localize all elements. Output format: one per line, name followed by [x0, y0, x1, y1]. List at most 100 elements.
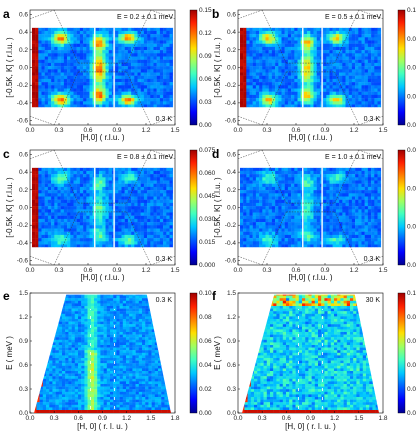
y-tick-label: 0.0	[19, 65, 28, 72]
panel-c: 0.0 0.3 0.6 0.9 1.2 1.5 0.6 0.4 0.2 0.0 -0.2 -0.4 -0…	[3, 147, 216, 282]
x-tick-label: 1.2	[141, 267, 150, 274]
x-tick-label: 0.6	[291, 127, 300, 134]
y-tick-label: 0.2	[227, 187, 236, 194]
x-tick-label: 1.2	[141, 127, 150, 134]
y-tick-label: 1.5	[227, 290, 236, 297]
colorbar-tick-label: 0.000	[199, 262, 216, 269]
x-axis-label: [H,0] ( r.l.u. )	[288, 133, 332, 142]
x-tick-label: 1.5	[378, 127, 387, 134]
x-tick-label: 0.6	[282, 415, 291, 422]
panel-label: a	[3, 7, 10, 21]
y-tick-label: 1.2	[227, 314, 236, 321]
temperature-label: 0.3 K	[156, 116, 173, 123]
x-tick-label: 0.0	[25, 267, 34, 274]
x-tick-label: 1.5	[378, 267, 387, 274]
colorbar-tick-label: 0.06	[407, 147, 416, 154]
x-tick-label: 0.3	[54, 127, 63, 134]
x-tick-label: 1.5	[354, 415, 363, 422]
temperature-label: 0.3 K	[364, 116, 381, 123]
x-tick-label: 0.0	[25, 127, 34, 134]
panel-b: 0.0 0.3 0.6 0.9 1.2 1.5 0.6 0.4 0.2 0.0 -0.2 -0.4 -0…	[212, 7, 416, 142]
x-tick-label: 0.9	[320, 267, 329, 274]
colorbar-tick-label: 0.12	[199, 30, 212, 37]
x-tick-label: 0.9	[98, 415, 107, 422]
x-tick-label: 0.3	[258, 415, 267, 422]
y-axis-label: E ( meV )	[5, 336, 14, 370]
y-tick-label: -0.4	[225, 240, 237, 247]
y-tick-label: 0.4	[227, 169, 236, 176]
panel-label: b	[212, 7, 219, 21]
colorbar-tick-label: 0.15	[199, 7, 212, 14]
colorbar-tick-label: 0.08	[199, 314, 212, 321]
y-tick-label: 0.9	[19, 338, 28, 345]
heatmap-cells	[31, 167, 174, 248]
y-tick-label: -0.2	[17, 222, 29, 229]
energy-annotation: E = 0.2 ± 0.1 meV	[117, 14, 174, 21]
y-tick-label: -0.6	[225, 118, 237, 125]
colorbar-tick-label: 0.00	[407, 262, 416, 269]
x-tick-label: 0.9	[112, 267, 121, 274]
x-axis-label: [H,0] ( r.l.u. )	[80, 133, 124, 142]
y-tick-label: 0.3	[227, 386, 236, 393]
colorbar-tick-label: 0.00	[199, 410, 212, 417]
x-tick-label: 0.0	[233, 415, 242, 422]
colorbar-tick-label: 0.03	[407, 93, 416, 100]
colorbar-tick-label: 0.06	[199, 76, 212, 83]
colorbar	[189, 9, 198, 126]
y-tick-label: 0.6	[227, 11, 236, 18]
energy-annotation: E = 0.5 ± 0.1 meV	[325, 14, 382, 21]
x-axis-label: [H, 0] ( r. l. u. )	[285, 422, 336, 431]
y-tick-label: 0.6	[19, 11, 28, 18]
x-tick-label: 0.6	[74, 415, 83, 422]
x-tick-label: 1.2	[330, 415, 339, 422]
x-axis-label: [H,0] ( r.l.u. )	[80, 273, 124, 282]
y-tick-label: -0.2	[225, 82, 237, 89]
colorbar	[397, 149, 406, 266]
colorbar-tick-label: 0.02	[199, 386, 212, 393]
y-tick-label: 0.6	[19, 362, 28, 369]
y-tick-label: 0.0	[227, 205, 236, 212]
panel-a: 0.0 0.3 0.6 0.9 1.2 1.5 0.6 0.4 0.2 0.0 -0.2 -0.4 -0…	[3, 7, 212, 142]
y-tick-label: 0.9	[227, 338, 236, 345]
colorbar-tick-label: 0.015	[199, 239, 216, 246]
x-tick-label: 0.9	[306, 415, 315, 422]
x-tick-label: 1.2	[349, 267, 358, 274]
colorbar	[189, 292, 198, 414]
x-tick-label: 0.3	[54, 267, 63, 274]
panel-f: 0.0 0.3 0.6 0.9 1.2 1.5 1.8 1.5 1.2 0.9 0.6 0.3 0.0 […	[212, 289, 416, 431]
y-tick-label: 0.4	[19, 29, 28, 36]
heatmap-cells	[31, 27, 174, 108]
x-tick-label: 0.9	[320, 127, 329, 134]
energy-annotation: E = 0.8 ± 0.1 meV	[117, 154, 174, 161]
x-tick-label: 1.5	[146, 415, 155, 422]
colorbar-tick-label: 0.04	[407, 185, 416, 192]
y-tick-label: -0.6	[225, 258, 237, 265]
y-axis-label: E ( meV )	[213, 336, 222, 370]
y-tick-label: 0.0	[227, 410, 236, 417]
colorbar-tick-label: 0.10	[407, 290, 416, 297]
y-tick-label: 1.5	[19, 290, 28, 297]
x-tick-label: 1.5	[170, 127, 179, 134]
colorbar-tick-label: 0.09	[407, 36, 416, 43]
colorbar-tick-label: 0.10	[199, 290, 212, 297]
x-tick-label: 0.0	[25, 415, 34, 422]
x-tick-label: 1.2	[349, 127, 358, 134]
panel-e: 0.0 0.3 0.6 0.9 1.2 1.5 1.8 1.5 1.2 0.9 0.6 0.3 0.0 […	[3, 289, 212, 431]
colorbar-tick-label: 0.06	[407, 65, 416, 72]
energy-annotation: E = 1.0 ± 0.1 meV	[325, 154, 382, 161]
colorbar-tick-label: 0.00	[407, 410, 416, 417]
x-axis-label: [H,0] ( r.l.u. )	[288, 273, 332, 282]
temperature-label: 0.3 K	[156, 256, 173, 263]
colorbar-tick-label: 0.12	[407, 7, 416, 14]
colorbar-tick-label: 0.03	[199, 99, 212, 106]
colorbar-tick-label: 0.06	[407, 338, 416, 345]
y-tick-label: -0.4	[17, 240, 29, 247]
colorbar-tick-label: 0.045	[199, 193, 216, 200]
y-tick-label: 0.4	[19, 169, 28, 176]
colorbar-tick-label: 0.06	[199, 338, 212, 345]
y-tick-label: -0.2	[17, 82, 29, 89]
colorbar	[189, 149, 198, 266]
x-axis-label: [H, 0] ( r. l. u. )	[77, 422, 128, 431]
colorbar-tick-label: 0.00	[199, 122, 212, 129]
y-tick-label: 0.4	[227, 29, 236, 36]
